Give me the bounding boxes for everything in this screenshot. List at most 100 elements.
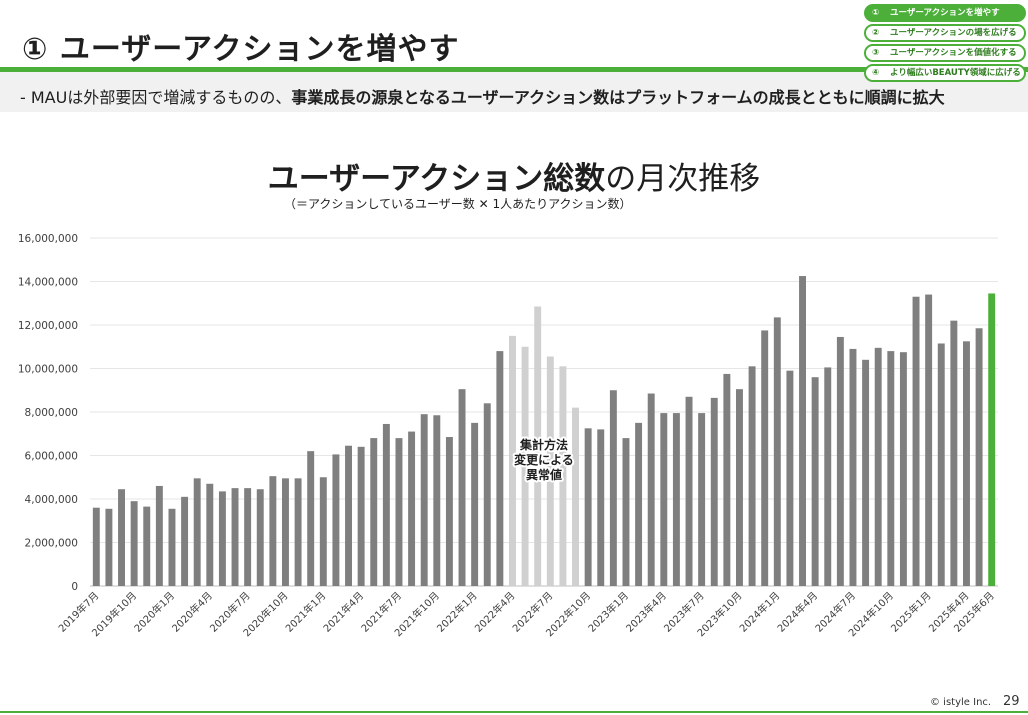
bar bbox=[244, 488, 252, 586]
subtitle-band bbox=[0, 72, 1028, 112]
bar bbox=[887, 351, 895, 586]
bar bbox=[445, 437, 453, 586]
bars bbox=[92, 276, 996, 586]
bar bbox=[319, 477, 327, 586]
bar bbox=[269, 476, 277, 586]
page-number: 29 bbox=[1003, 694, 1020, 709]
bar bbox=[622, 438, 630, 586]
bar bbox=[723, 373, 731, 586]
section-nav: ① ユーザーアクションを増やす ② ユーザーアクションの場を広げる ③ ユーザーアクシ… bbox=[864, 4, 1026, 84]
bar bbox=[748, 366, 756, 586]
chart-note: （＝アクションしているユーザー数 ✕ 1人あたりアクション数） bbox=[284, 197, 632, 211]
bar bbox=[862, 359, 870, 586]
bar bbox=[937, 343, 945, 586]
bar bbox=[181, 496, 189, 586]
annotation-text: 集計方法 bbox=[519, 437, 568, 452]
bar bbox=[609, 390, 617, 586]
bar bbox=[92, 507, 100, 586]
annotation-text: 異常値 bbox=[526, 467, 562, 482]
page-subtitle: - MAUは外部要因で増減するものの、事業成長の源泉となるユーザーアクション数は… bbox=[20, 84, 945, 108]
bar bbox=[824, 367, 832, 586]
y-tick-label: 2,000,000 bbox=[25, 538, 78, 550]
bar bbox=[193, 478, 201, 586]
bar bbox=[307, 451, 315, 586]
bar bbox=[761, 330, 769, 586]
bar bbox=[370, 438, 378, 586]
bar bbox=[155, 485, 163, 586]
y-tick-label: 14,000,000 bbox=[18, 277, 78, 289]
bar bbox=[912, 296, 920, 586]
chart-title-bold: ユーザーアクション総数 bbox=[267, 161, 606, 197]
y-tick-label: 10,000,000 bbox=[18, 364, 78, 376]
title-underline bbox=[0, 67, 1028, 72]
bar bbox=[975, 328, 983, 586]
bar bbox=[647, 393, 655, 586]
bar bbox=[143, 506, 151, 586]
bar bbox=[483, 403, 491, 586]
nav-item-4-label: より幅広いBEAUTY領域に広げる bbox=[890, 68, 1021, 78]
copyright: © istyle Inc. bbox=[930, 697, 992, 708]
bar bbox=[546, 356, 554, 586]
bar bbox=[118, 489, 125, 586]
bar bbox=[534, 306, 542, 586]
bar bbox=[408, 431, 416, 586]
bar bbox=[736, 389, 743, 586]
bar bbox=[521, 346, 529, 586]
page-title: ① ユーザーアクションを増やす bbox=[22, 32, 460, 67]
bar bbox=[899, 352, 907, 586]
bar bbox=[420, 414, 428, 586]
y-tick-label: 0 bbox=[71, 581, 78, 593]
bar bbox=[811, 377, 819, 586]
nav-item-3-label: ユーザーアクションを価値化する bbox=[890, 48, 1017, 58]
nav-item-2-number: ② bbox=[872, 28, 880, 38]
annotation-halo: 異常値 bbox=[526, 467, 562, 482]
bar bbox=[597, 429, 605, 586]
bottom-rule bbox=[0, 711, 1028, 713]
bar bbox=[710, 397, 718, 586]
bar bbox=[773, 317, 781, 586]
nav-item-3-number: ③ bbox=[872, 48, 880, 58]
nav-item-1-number: ① bbox=[872, 8, 880, 18]
chart-title: ユーザーアクション総数の月次推移 bbox=[0, 153, 1028, 198]
y-tick-label: 16,000,000 bbox=[18, 233, 78, 245]
bar bbox=[559, 366, 567, 586]
y-tick-label: 4,000,000 bbox=[25, 494, 78, 506]
bar bbox=[685, 396, 693, 586]
bar bbox=[433, 415, 441, 586]
bar bbox=[584, 428, 592, 586]
grid-layer bbox=[90, 237, 998, 587]
bar bbox=[168, 508, 176, 586]
bar bbox=[294, 478, 302, 586]
bar bbox=[458, 389, 466, 586]
chart-title-rest: の月次推移 bbox=[605, 161, 761, 197]
nav-item-1-label: ユーザーアクションを増やす bbox=[890, 8, 1000, 18]
subtitle-prefix: - MAUは外部要因で増減するものの、 bbox=[20, 88, 292, 107]
y-tick-label: 6,000,000 bbox=[25, 451, 78, 463]
bar bbox=[874, 347, 882, 586]
bar bbox=[105, 508, 113, 586]
bar bbox=[130, 501, 138, 586]
nav-item-4[interactable]: ④ より幅広いBEAUTY領域に広げる bbox=[864, 64, 1026, 82]
bar bbox=[836, 336, 844, 586]
bar bbox=[849, 348, 857, 586]
bar bbox=[572, 407, 579, 586]
bar bbox=[382, 423, 390, 586]
bar bbox=[218, 491, 226, 586]
bar bbox=[471, 422, 479, 586]
nav-item-2[interactable]: ② ユーザーアクションの場を広げる bbox=[864, 24, 1026, 42]
bar bbox=[988, 293, 996, 586]
bar bbox=[635, 422, 643, 586]
bar bbox=[509, 335, 516, 586]
bar bbox=[282, 478, 289, 586]
bar bbox=[799, 276, 806, 586]
bar bbox=[332, 454, 340, 586]
nav-item-1[interactable]: ① ユーザーアクションを増やす bbox=[864, 4, 1026, 22]
nav-item-4-number: ④ bbox=[872, 68, 880, 78]
y-tick-label: 12,000,000 bbox=[18, 320, 78, 332]
bar bbox=[496, 351, 504, 586]
annotation-halo: 集計方法 bbox=[519, 437, 568, 452]
bar bbox=[925, 294, 933, 586]
nav-item-3[interactable]: ③ ユーザーアクションを価値化する bbox=[864, 44, 1026, 62]
